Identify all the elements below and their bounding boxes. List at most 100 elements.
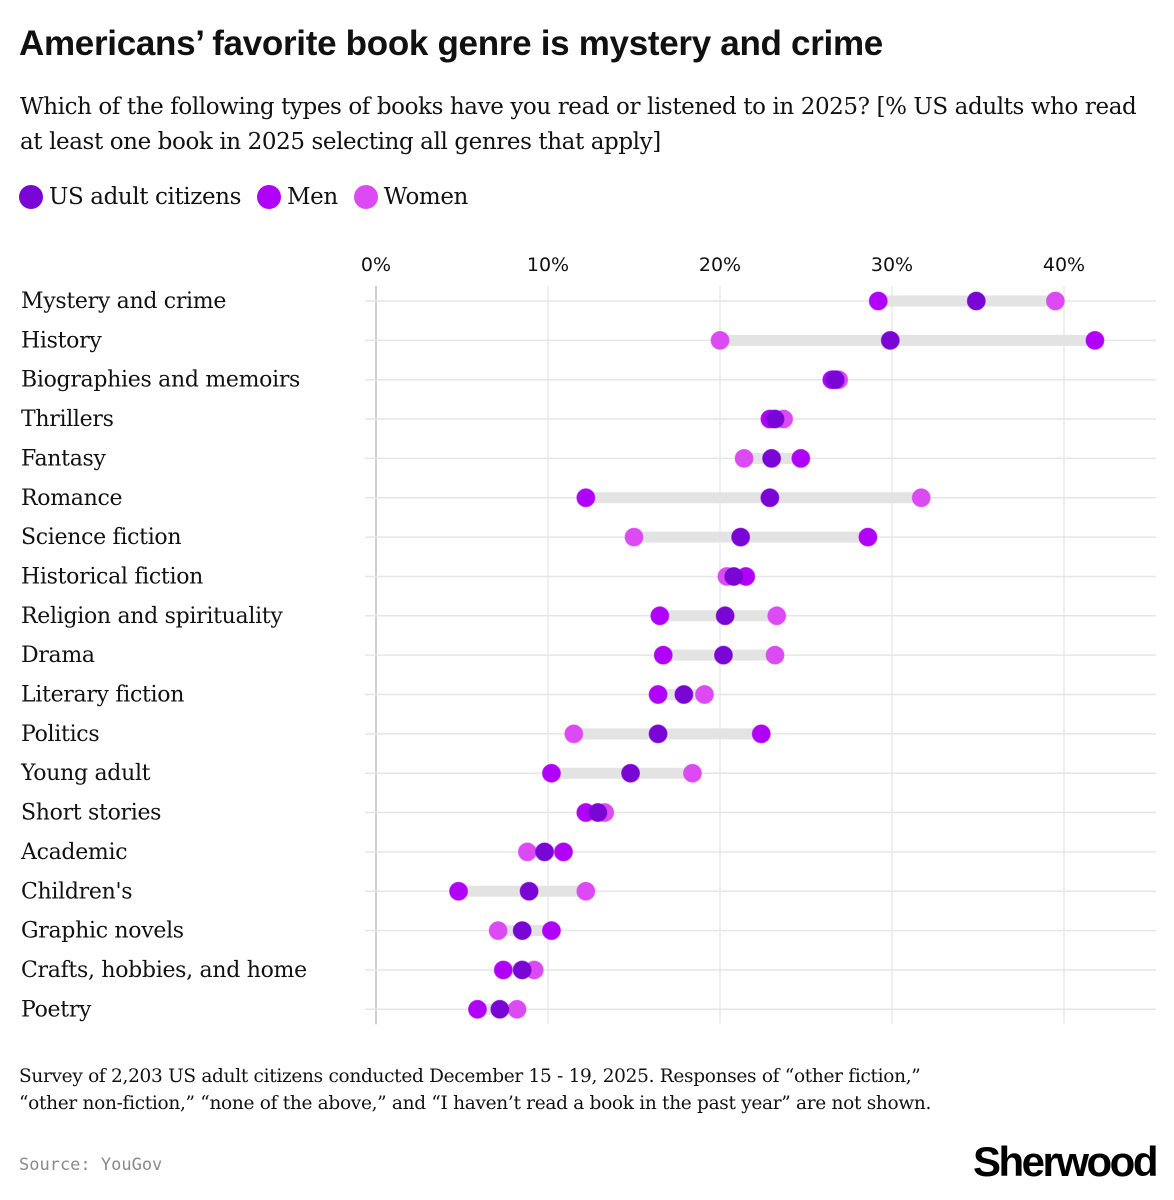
- data-point-women: [488, 921, 508, 941]
- row-label: Politics: [21, 722, 99, 747]
- data-point-men: [576, 488, 596, 508]
- row-label: History: [21, 328, 102, 353]
- data-point-women: [695, 685, 715, 704]
- data-point-women: [710, 330, 730, 350]
- data-point-us-adult-citizens: [713, 645, 733, 665]
- data-point-us-adult-citizens: [765, 409, 785, 429]
- row-label: Fantasy: [21, 446, 107, 471]
- data-point-us-adult-citizens: [490, 999, 510, 1019]
- chart-row: Science fiction: [21, 525, 1156, 550]
- legend-label: US adult citizens: [49, 184, 241, 210]
- chart-row: Thrillers: [21, 407, 1156, 432]
- data-point-us-adult-citizens: [715, 606, 735, 626]
- data-point-us-adult-citizens: [724, 566, 744, 586]
- chart-subtitle: Which of the following types of books ha…: [20, 94, 1137, 155]
- chart-row: Drama: [21, 643, 1156, 668]
- data-point-us-adult-citizens: [674, 685, 694, 704]
- x-tick-label: 10%: [527, 254, 569, 276]
- data-point-women: [576, 881, 596, 901]
- chart-title: Americans’ favorite book genre is myster…: [19, 24, 883, 63]
- legend-item-men: Men: [257, 184, 338, 210]
- row-label: Romance: [21, 486, 122, 511]
- data-point-men: [751, 724, 771, 744]
- data-point-men: [449, 881, 469, 901]
- x-tick-label: 0%: [361, 254, 391, 276]
- chart-rows: Mystery and crime History Biographies and …: [20, 289, 1156, 1022]
- row-label: Young adult: [20, 761, 151, 786]
- row-label: Thrillers: [21, 407, 114, 432]
- data-point-us-adult-citizens: [512, 921, 532, 941]
- data-point-women: [517, 842, 537, 862]
- data-point-us-adult-citizens: [588, 803, 608, 823]
- data-point-men: [868, 291, 888, 311]
- data-point-women: [624, 527, 644, 547]
- row-label: Short stories: [21, 801, 161, 826]
- row-label: Science fiction: [21, 525, 181, 550]
- data-point-us-adult-citizens: [519, 881, 539, 901]
- x-axis-ticks: 0% 10% 20% 30% 40%: [361, 254, 1085, 276]
- data-point-us-adult-citizens: [966, 291, 986, 311]
- data-point-men: [553, 842, 573, 862]
- legend-item-women: Women: [353, 184, 469, 210]
- chart-row: Mystery and crime: [21, 289, 1156, 314]
- chart-row: Historical fiction: [21, 564, 1156, 589]
- data-point-men: [650, 606, 670, 626]
- row-label: Mystery and crime: [21, 289, 226, 314]
- row-label: Children's: [21, 879, 132, 904]
- legend-dot-icon: [353, 185, 378, 209]
- data-point-men: [653, 645, 673, 665]
- data-point-women: [564, 724, 584, 744]
- data-point-us-adult-citizens: [648, 724, 668, 744]
- legend-dot-icon: [19, 185, 43, 209]
- data-point-women: [507, 999, 527, 1019]
- data-point-us-adult-citizens: [825, 370, 845, 390]
- chart-row: Poetry: [21, 997, 1156, 1022]
- chart-row: Politics: [21, 722, 1156, 747]
- legend-label: Women: [383, 184, 469, 210]
- chart-row: Children's: [21, 879, 1156, 904]
- row-label: Drama: [21, 643, 95, 668]
- source-label: Source: YouGov: [19, 1155, 163, 1175]
- data-point-women: [765, 645, 785, 665]
- chart-row: History: [21, 328, 1156, 353]
- data-point-men: [467, 999, 487, 1019]
- chart-row: Literary fiction: [21, 683, 1156, 708]
- data-point-us-adult-citizens: [535, 842, 555, 862]
- row-label: Graphic novels: [21, 919, 184, 944]
- data-point-men: [1085, 330, 1105, 350]
- chart-row: Academic: [20, 840, 1156, 865]
- row-label: Biographies and memoirs: [21, 368, 300, 393]
- chart-row: Young adult: [20, 761, 1156, 786]
- sherwood-logo: Sherwood: [972, 1138, 1159, 1185]
- data-point-women: [734, 448, 754, 468]
- data-point-us-adult-citizens: [621, 763, 641, 783]
- data-point-men: [791, 448, 811, 468]
- data-point-us-adult-citizens: [512, 960, 532, 980]
- data-point-men: [648, 685, 668, 704]
- chart-row: Short stories: [21, 801, 1156, 826]
- data-point-men: [541, 921, 561, 941]
- chart-row: Fantasy: [21, 446, 1156, 471]
- data-point-women: [911, 488, 931, 508]
- legend-label: Men: [287, 184, 338, 210]
- row-label: Academic: [20, 840, 127, 865]
- data-point-us-adult-citizens: [880, 330, 900, 350]
- row-label: Religion and spirituality: [21, 604, 283, 629]
- dot-plot-chart: 0% 10% 20% 30% 40% Mystery and crime History B…: [20, 254, 1156, 1025]
- legend-dot-icon: [257, 185, 281, 209]
- row-label: Poetry: [21, 997, 92, 1022]
- data-point-men: [541, 763, 561, 783]
- data-point-us-adult-citizens: [762, 448, 782, 468]
- data-point-us-adult-citizens: [760, 488, 780, 508]
- row-label: Literary fiction: [21, 683, 184, 708]
- chart-row: Religion and spirituality: [21, 604, 1156, 629]
- data-point-women: [767, 606, 787, 626]
- data-point-us-adult-citizens: [731, 527, 751, 547]
- chart-row: Romance: [21, 486, 1156, 511]
- chart-row: Graphic novels: [21, 919, 1156, 944]
- data-point-men: [858, 527, 878, 547]
- x-tick-label: 30%: [871, 254, 913, 276]
- legend-item-us-adults: US adult citizens: [19, 184, 241, 210]
- row-label: Crafts, hobbies, and home: [21, 958, 307, 983]
- chart-row: Crafts, hobbies, and home: [21, 958, 1156, 983]
